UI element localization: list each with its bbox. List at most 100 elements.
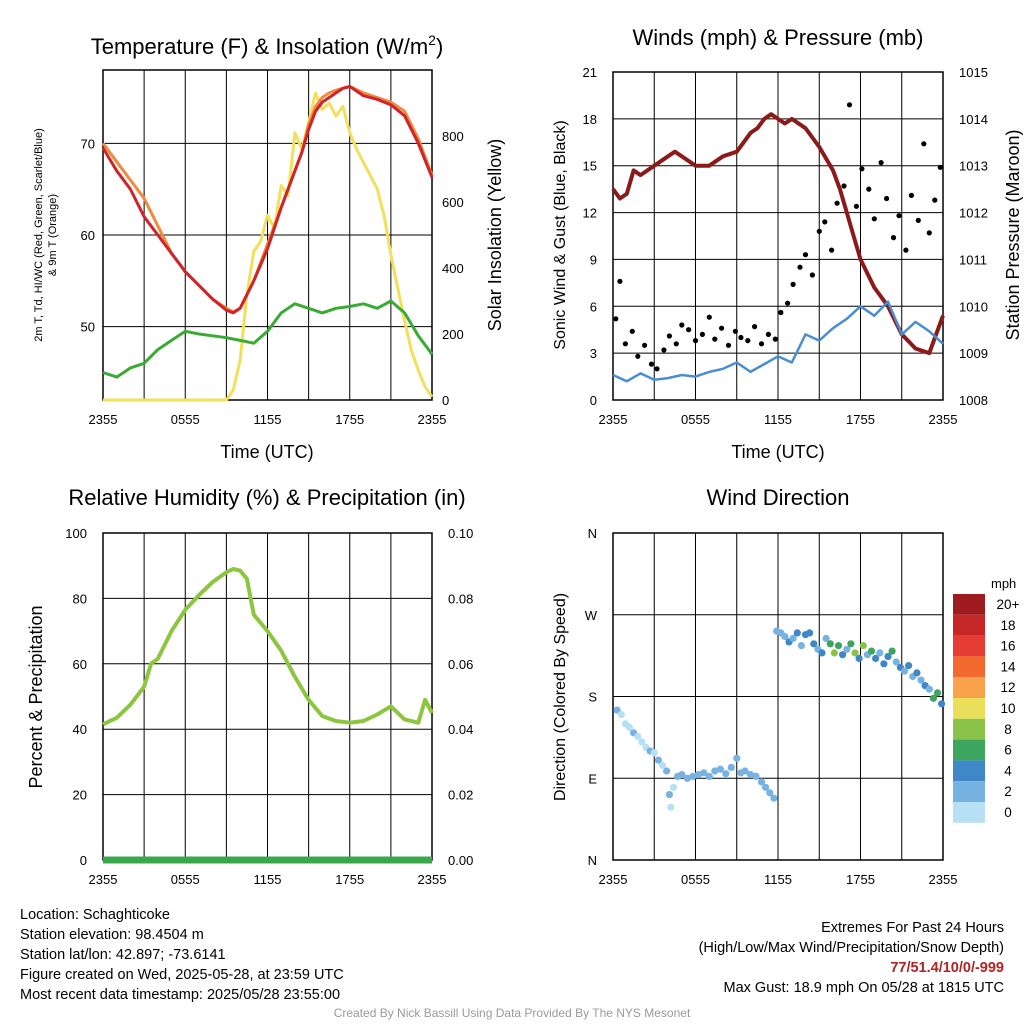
gust-point bbox=[666, 333, 673, 339]
pressure-line bbox=[611, 112, 945, 356]
y-tick-label: 50 bbox=[81, 320, 95, 335]
y-tick-label: 12 bbox=[583, 206, 597, 221]
wind-speed-line bbox=[612, 300, 944, 383]
y2-tick-label: 0.00 bbox=[448, 853, 473, 868]
legend-label: 6 bbox=[1004, 743, 1012, 758]
x-tick-label: 0555 bbox=[171, 412, 200, 427]
y-tick-label: 70 bbox=[81, 136, 95, 151]
gust-point bbox=[725, 342, 732, 348]
chart-title: Relative Humidity (%) & Precipitation (i… bbox=[68, 485, 465, 510]
direction-point bbox=[667, 803, 675, 811]
gust-point bbox=[654, 366, 660, 372]
y2-tick-label: 0.06 bbox=[448, 657, 473, 672]
gust-point bbox=[686, 327, 692, 333]
direction-point bbox=[665, 791, 674, 799]
direction-point bbox=[929, 694, 938, 702]
x-tick-label: 2355 bbox=[599, 412, 628, 427]
gust-point bbox=[890, 235, 897, 241]
direction-point bbox=[727, 763, 735, 772]
gust-point bbox=[629, 328, 635, 334]
direction-point bbox=[843, 645, 851, 653]
y2-tick-label: 800 bbox=[442, 129, 464, 144]
x-axis-label: Time (UTC) bbox=[220, 442, 313, 462]
gust-point bbox=[673, 341, 679, 347]
legend-swatch bbox=[953, 718, 985, 740]
gust-point bbox=[635, 353, 641, 359]
direction-point bbox=[797, 642, 806, 650]
y-axis-label: 2m T, Td, HI/WC (Red, Green, Scarlet/Blu… bbox=[33, 128, 45, 342]
credit-text: Created By Nick Bassill Using Data Provi… bbox=[333, 1006, 691, 1020]
temperature-chart: 50 60 70 0 200 400 600 800 2355 0555 1155 1755 2355 T… bbox=[33, 32, 505, 462]
y-tick-label: 40 bbox=[73, 722, 87, 737]
gust-point bbox=[937, 164, 943, 170]
direction-point bbox=[851, 649, 859, 657]
x-tick-label: 0555 bbox=[171, 872, 200, 887]
gust-point bbox=[896, 213, 902, 219]
gust-point bbox=[878, 160, 884, 166]
direction-point bbox=[638, 738, 646, 746]
y2-tick-label: 0.02 bbox=[448, 788, 473, 803]
direction-point bbox=[613, 706, 621, 714]
legend-swatch bbox=[953, 739, 985, 761]
direction-point bbox=[839, 651, 847, 659]
y-tick-label: 9 bbox=[590, 252, 597, 267]
y-tick-label: 18 bbox=[583, 112, 597, 127]
gust-point bbox=[841, 183, 847, 189]
direction-point bbox=[617, 711, 625, 719]
gust-point bbox=[752, 324, 758, 330]
gust-point bbox=[834, 200, 840, 206]
max-gust-text: Max Gust: 18.9 mph On 05/28 at 1815 UTC bbox=[723, 980, 1004, 996]
recent-data-text: Most recent data timestamp: 2025/05/28 2… bbox=[20, 987, 341, 1003]
direction-point bbox=[625, 723, 634, 732]
gust-point bbox=[765, 331, 772, 337]
x-tick-label: 2355 bbox=[89, 872, 118, 887]
y-tick-label: 21 bbox=[583, 65, 597, 80]
legend-label: 16 bbox=[1000, 639, 1015, 654]
gust-point bbox=[846, 102, 853, 108]
direction-point bbox=[834, 642, 843, 650]
y2-tick-label: 400 bbox=[442, 261, 464, 276]
y-tick-label: 20 bbox=[73, 788, 87, 803]
y2-tick-label: 0 bbox=[442, 393, 449, 408]
x-tick-label: 2355 bbox=[89, 412, 118, 427]
direction-point bbox=[634, 732, 642, 741]
chart-title: Winds (mph) & Pressure (mb) bbox=[633, 25, 924, 50]
y2-tick-label: 1014 bbox=[959, 112, 988, 127]
direction-point bbox=[658, 761, 667, 770]
y-tick-label: 6 bbox=[590, 299, 597, 314]
temperature-series-line bbox=[101, 85, 434, 315]
gust-point bbox=[853, 203, 860, 209]
x-tick-label: 1755 bbox=[846, 412, 875, 427]
direction-point bbox=[876, 649, 884, 657]
chart-title: Wind Direction bbox=[706, 485, 849, 510]
x-tick-label: 2355 bbox=[929, 872, 958, 887]
gust-point bbox=[797, 264, 803, 270]
legend-swatch bbox=[953, 656, 985, 678]
direction-point bbox=[933, 689, 942, 697]
gust-point bbox=[921, 141, 927, 147]
gust-point bbox=[692, 338, 699, 344]
extremes-values: 77/51.4/10/0/-999 bbox=[890, 960, 1004, 976]
gust-point bbox=[622, 341, 629, 347]
gust-point bbox=[932, 197, 938, 203]
direction-point bbox=[884, 652, 892, 661]
y-tick-label: 3 bbox=[590, 346, 597, 361]
x-tick-label: 1155 bbox=[254, 412, 282, 427]
gust-point bbox=[706, 314, 712, 320]
direction-point bbox=[913, 669, 921, 677]
direction-point bbox=[654, 756, 663, 764]
direction-point bbox=[678, 771, 686, 779]
direction-point bbox=[663, 767, 671, 775]
direction-point bbox=[752, 772, 760, 781]
gust-point bbox=[758, 341, 765, 347]
direction-point bbox=[722, 770, 730, 778]
gust-point bbox=[785, 300, 791, 306]
temperature-series-line bbox=[102, 299, 434, 379]
gust-point bbox=[822, 219, 828, 225]
legend-label: 12 bbox=[1000, 680, 1015, 695]
direction-point bbox=[746, 771, 755, 779]
direction-point bbox=[917, 676, 925, 684]
direction-point bbox=[757, 778, 766, 786]
legend-swatch bbox=[953, 677, 985, 698]
